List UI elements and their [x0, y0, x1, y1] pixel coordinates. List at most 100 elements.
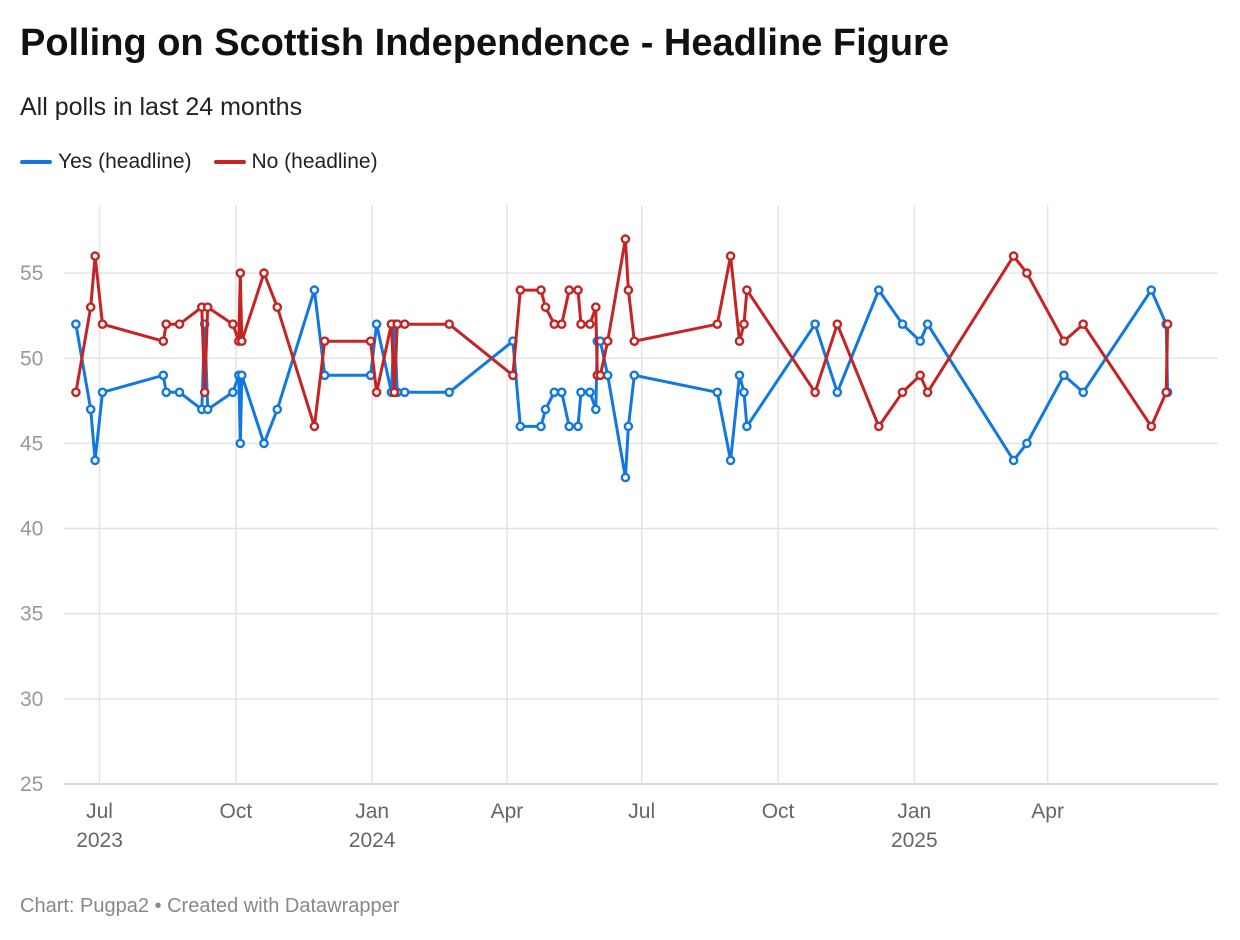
data-point — [623, 421, 634, 432]
data-point — [620, 234, 631, 244]
data-point — [174, 319, 185, 330]
grid-layer — [64, 205, 1218, 785]
data-point — [272, 302, 283, 313]
data-point — [1146, 421, 1157, 432]
chart-footer: Chart: Pugpa2 • Created with Datawrapper — [20, 895, 400, 917]
data-point — [810, 387, 820, 398]
data-point — [585, 319, 595, 330]
y-tick-label: 50 — [20, 347, 43, 370]
data-point — [549, 387, 560, 398]
series-layer — [71, 234, 1173, 483]
data-point — [620, 472, 631, 483]
data-point — [540, 302, 551, 313]
y-tick-label: 40 — [20, 518, 43, 541]
data-point — [922, 319, 933, 330]
data-point — [1146, 285, 1157, 295]
data-point — [874, 285, 884, 295]
data-point — [202, 302, 213, 313]
data-point — [228, 319, 238, 330]
data-point — [1161, 387, 1171, 398]
data-point — [235, 268, 246, 278]
data-point — [922, 387, 933, 398]
data-point — [1008, 455, 1019, 466]
data-point — [90, 455, 100, 466]
data-point — [309, 421, 320, 432]
data-point — [536, 421, 546, 432]
data-point — [158, 370, 169, 381]
data-point — [1059, 336, 1069, 347]
data-point — [97, 387, 108, 398]
data-point — [259, 268, 269, 278]
line-chart: 25 30 35 40 45 50 55 Jul 2023 Oct Jan 2024 Apr Jul Oct… — [20, 205, 1218, 852]
data-point — [576, 387, 586, 398]
chart-subtitle: All polls in last 24 months — [20, 93, 303, 121]
data-point — [71, 387, 81, 398]
data-point — [161, 387, 171, 398]
data-point — [399, 319, 410, 330]
data-point — [174, 387, 185, 398]
data-point — [1022, 268, 1032, 278]
data-point — [623, 285, 634, 295]
x-tick-label: Jan — [897, 800, 931, 823]
y-tick-label: 45 — [20, 432, 43, 455]
data-point — [573, 285, 583, 295]
data-point — [549, 319, 560, 330]
data-point — [389, 387, 400, 398]
data-point — [71, 319, 81, 330]
data-point — [832, 319, 843, 330]
data-point — [444, 319, 455, 330]
data-point — [595, 370, 606, 381]
data-point — [319, 336, 330, 347]
data-point — [810, 319, 820, 330]
legend-label-no: No (headline) — [251, 150, 378, 173]
data-point — [515, 285, 526, 295]
x-tick-year-label: 2025 — [891, 829, 938, 852]
data-point — [85, 302, 96, 313]
data-point — [228, 387, 238, 398]
data-point — [371, 387, 382, 398]
data-point — [1059, 370, 1069, 381]
chart-title: Polling on Scottish Independence - Headl… — [20, 22, 949, 64]
data-point — [576, 319, 586, 330]
data-point — [629, 336, 640, 347]
data-point — [235, 438, 246, 449]
data-point — [874, 421, 884, 432]
data-point — [202, 404, 213, 415]
data-point — [832, 387, 843, 398]
data-point — [725, 251, 736, 261]
series-yes — [71, 285, 1173, 483]
legend-item-no: No (headline) — [213, 150, 378, 174]
legend: Yes (headline) No (headline) — [20, 150, 400, 174]
legend-label-yes: Yes (headline) — [58, 150, 192, 173]
data-point — [392, 319, 403, 330]
legend-swatch-no — [213, 160, 246, 164]
x-tick-label: Oct — [762, 800, 795, 823]
data-point — [712, 319, 723, 330]
data-point — [739, 319, 749, 330]
data-point — [739, 387, 749, 398]
data-point — [712, 387, 723, 398]
y-tick-label: 55 — [20, 262, 43, 285]
data-point — [573, 421, 583, 432]
data-point — [309, 285, 320, 295]
data-point — [236, 370, 247, 381]
data-point — [734, 370, 745, 381]
data-point — [742, 421, 752, 432]
axis-layer: 25 30 35 40 45 50 55 Jul 2023 Oct Jan 2024 Apr Jul Oct… — [20, 262, 1064, 852]
data-point — [1022, 438, 1032, 449]
data-point — [515, 421, 526, 432]
data-point — [85, 404, 96, 415]
data-point — [742, 285, 752, 295]
data-point — [1078, 319, 1088, 330]
y-tick-label: 35 — [20, 603, 43, 626]
legend-swatch-yes — [20, 160, 52, 164]
data-point — [564, 421, 575, 432]
data-point — [897, 387, 908, 398]
data-point — [915, 336, 926, 347]
data-point — [564, 285, 575, 295]
x-tick-label: Apr — [491, 800, 524, 823]
data-point — [259, 438, 269, 449]
data-point — [1162, 319, 1173, 330]
data-point — [158, 336, 169, 347]
y-tick-label: 30 — [20, 688, 43, 711]
